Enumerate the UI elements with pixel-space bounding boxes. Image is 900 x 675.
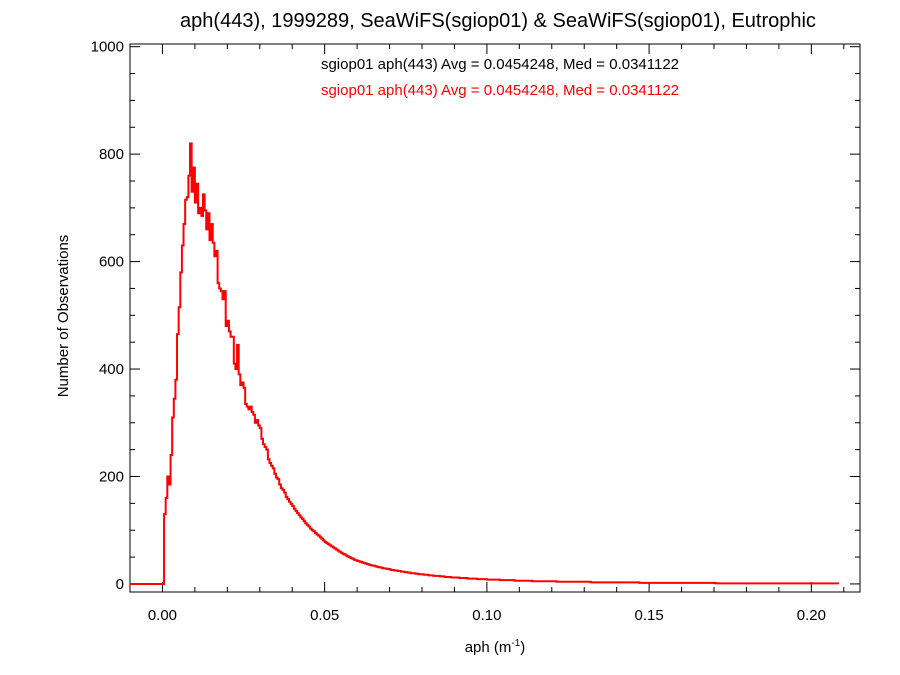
annotation-black: sgiop01 aph(443) Avg = 0.0454248, Med = … [321,56,679,73]
x-tick-label: 0.05 [310,607,339,624]
chart-title: aph(443), 1999289, SeaWiFS(sgiop01) & Se… [180,10,816,32]
y-tick-label: 600 [99,254,124,271]
y-tick-label: 400 [99,361,124,378]
y-tick-label: 1000 [91,39,124,56]
x-tick-label: 0.20 [797,607,826,624]
x-axis-title-close: ) [520,639,525,656]
y-tick-label: 0 [116,576,124,593]
x-axis-title: aph (m-1) [465,638,526,656]
y-tick-label: 200 [99,468,124,485]
y-axis-title: Number of Observations [55,235,72,398]
x-tick-label: 0.00 [148,607,177,624]
histogram-series-line-0 [130,142,839,585]
x-tick-label: 0.10 [472,607,501,624]
annotation-red: sgiop01 aph(443) Avg = 0.0454248, Med = … [321,82,679,99]
x-axis-title-superscript: -1 [511,638,520,649]
x-axis: 0.00 0.05 0.10 0.15 0.20 [148,44,845,624]
plot-frame [129,43,861,593]
x-axis-title-main: aph (m [465,639,512,656]
x-tick-label: 0.15 [635,607,664,624]
histogram-series [130,142,839,585]
y-tick-label: 800 [99,146,124,163]
y-axis: 0 200 400 600 800 1000 [91,39,860,593]
